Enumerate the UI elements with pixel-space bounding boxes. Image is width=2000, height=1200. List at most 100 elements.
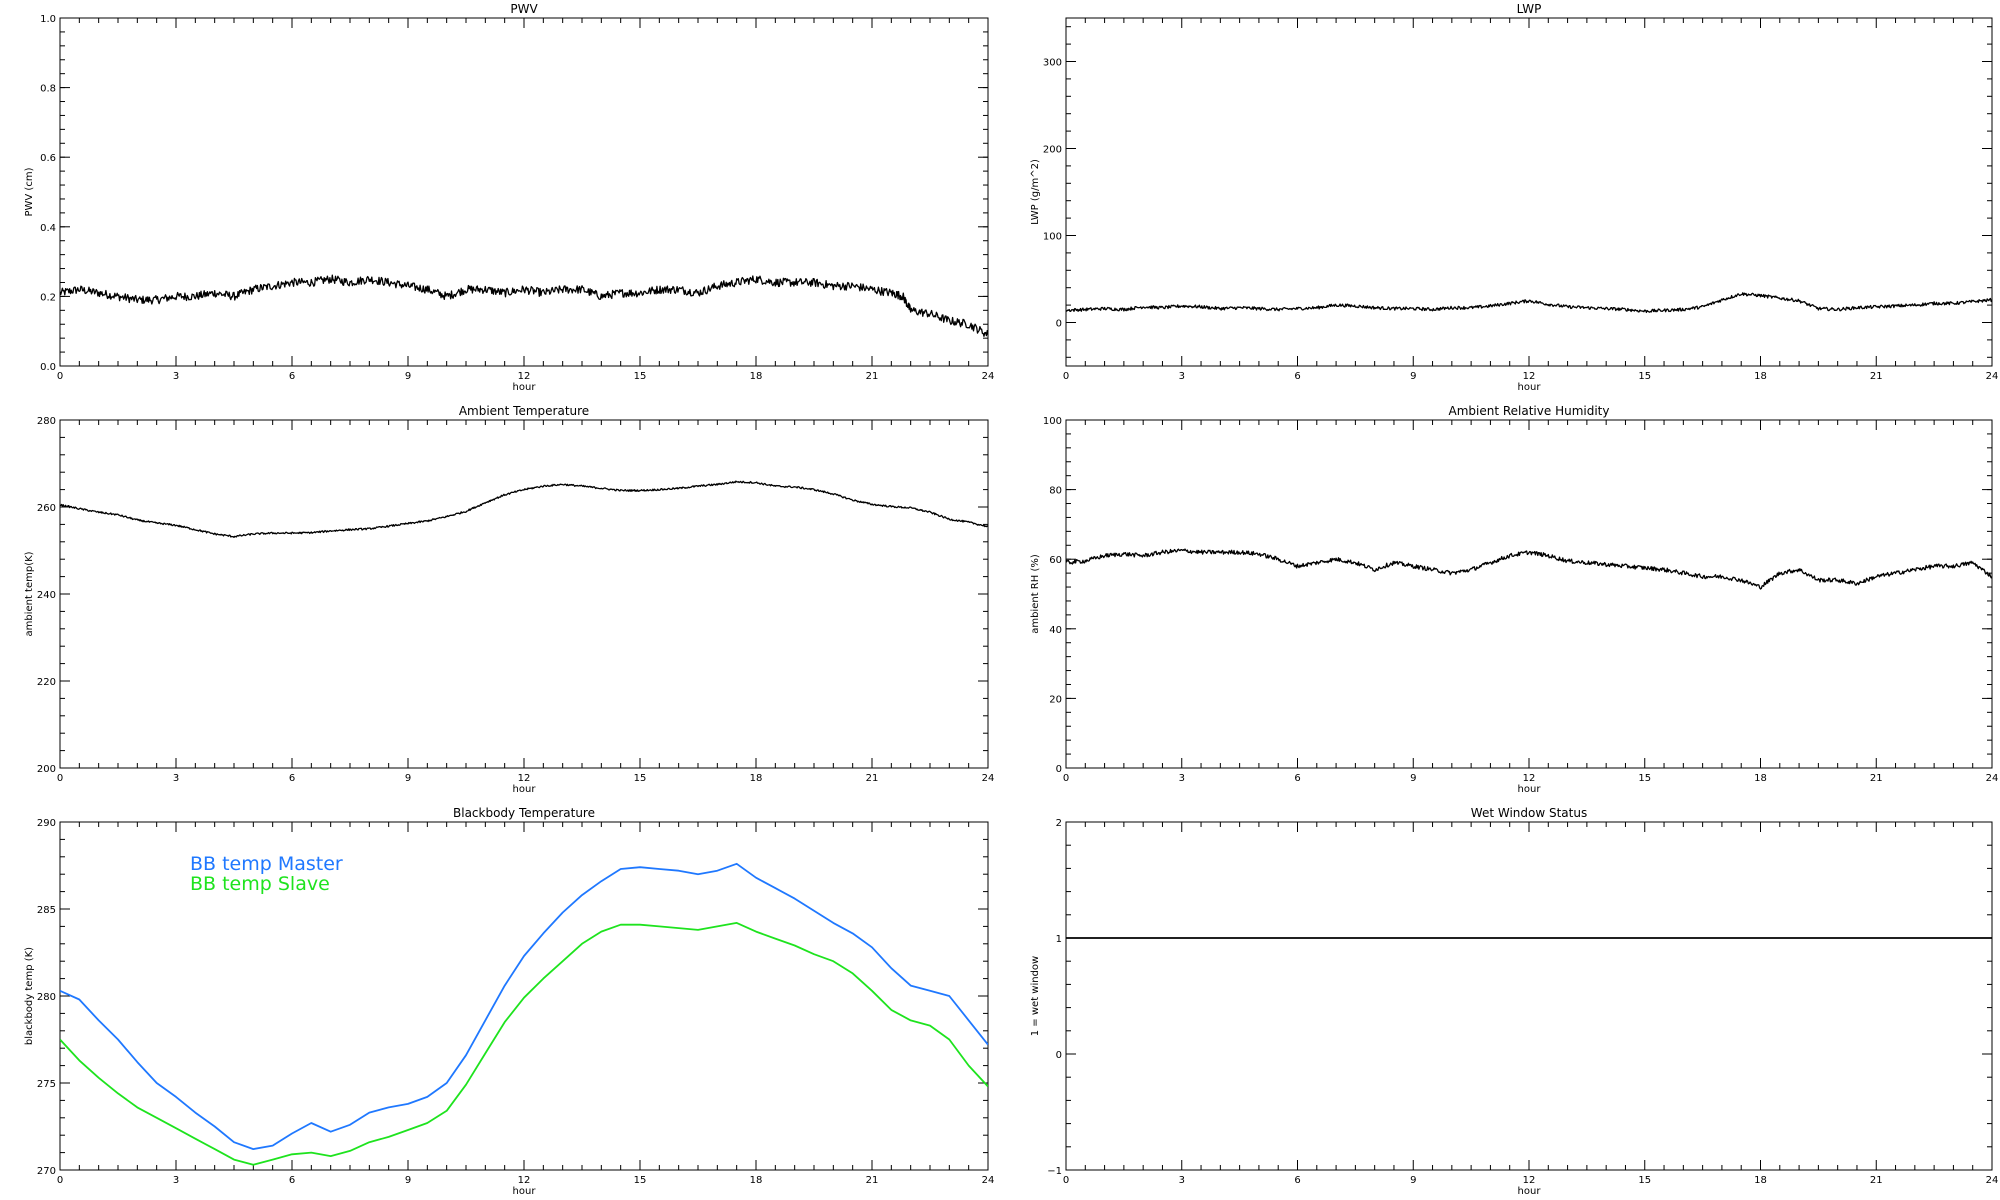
- x-tick-label: 21: [1870, 773, 1883, 784]
- x-tick-label: 9: [405, 773, 411, 784]
- y-axis-label: LWP (g/m^2): [1030, 159, 1041, 225]
- chart-title: Blackbody Temperature: [453, 806, 595, 820]
- x-tick-label: 6: [289, 1175, 295, 1186]
- x-tick-label: 6: [289, 773, 295, 784]
- chart-title: LWP: [1517, 2, 1542, 16]
- y-tick-label: 20: [1049, 694, 1062, 705]
- x-tick-label: 9: [1410, 773, 1416, 784]
- x-tick-label: 0: [57, 773, 63, 784]
- y-axis-label: 1 = wet window: [1030, 956, 1041, 1036]
- x-tick-label: 9: [405, 1175, 411, 1186]
- x-tick-label: 24: [1986, 1175, 1999, 1186]
- chart-title: PWV: [510, 2, 538, 16]
- x-tick-label: 18: [1754, 371, 1767, 382]
- series-line-bb-temp-master: [60, 862, 988, 1150]
- y-axis-label: blackbody temp (K): [24, 947, 35, 1045]
- x-tick-label: 3: [173, 1175, 179, 1186]
- y-tick-label: 0: [1056, 764, 1062, 775]
- x-tick-label: 24: [1986, 773, 1999, 784]
- x-tick-label: 3: [1179, 1175, 1185, 1186]
- series-line-bb-temp-slave: [60, 922, 988, 1166]
- y-tick-label: 0: [1056, 319, 1062, 330]
- y-axis-label: ambient temp(K): [24, 551, 35, 636]
- chart-panel-ambient-rh: Ambient Relative Humidity 0 3 6 9 12 15 18 21 24 0…: [1030, 404, 1998, 795]
- chart-panel-pwv: PWV 0 3 6 9 12 15 18 21 24 0.0 0.2 0.4 0.6 0.8 1.0 hour P…: [24, 2, 994, 393]
- y-axis-label: PWV (cm): [24, 167, 35, 216]
- plot-frame: [59, 419, 989, 769]
- x-tick-label: 0: [1063, 773, 1069, 784]
- x-tick-label: 18: [750, 773, 763, 784]
- chart-title: Ambient Temperature: [459, 404, 589, 418]
- y-tick-label: 100: [1043, 232, 1062, 243]
- x-tick-label: 12: [518, 773, 531, 784]
- y-tick-label: −1: [1047, 1166, 1062, 1177]
- y-tick-label: 0.2: [40, 292, 56, 303]
- y-tick-label: 0.4: [40, 223, 56, 234]
- x-tick-label: 15: [634, 773, 647, 784]
- x-tick-label: 0: [1063, 1175, 1069, 1186]
- plot-frame: [1065, 419, 1993, 769]
- chart-title: Wet Window Status: [1471, 806, 1587, 820]
- x-tick-label: 12: [1523, 371, 1536, 382]
- x-tick-label: 24: [982, 773, 995, 784]
- x-tick-label: 6: [289, 371, 295, 382]
- x-tick-label: 21: [1870, 1175, 1883, 1186]
- x-tick-label: 12: [518, 1175, 531, 1186]
- y-tick-label: 0: [1056, 1050, 1062, 1061]
- x-tick-label: 24: [1986, 371, 1999, 382]
- y-tick-label: 300: [1043, 58, 1062, 69]
- legend-entry: BB temp Master: [190, 853, 343, 875]
- x-tick-label: 3: [1179, 371, 1185, 382]
- y-tick-label: 260: [37, 503, 56, 514]
- series-line: [60, 480, 988, 538]
- x-tick-label: 9: [1410, 1175, 1416, 1186]
- y-tick-label: 80: [1049, 486, 1062, 497]
- x-tick-label: 0: [1063, 371, 1069, 382]
- x-tick-label: 6: [1294, 1175, 1300, 1186]
- x-tick-label: 15: [1638, 1175, 1651, 1186]
- x-tick-label: 6: [1294, 773, 1300, 784]
- y-tick-label: 0.6: [40, 153, 56, 164]
- series-line: [1066, 548, 1992, 590]
- x-tick-label: 6: [1294, 371, 1300, 382]
- x-tick-label: 21: [866, 1175, 879, 1186]
- x-tick-label: 9: [1410, 371, 1416, 382]
- y-tick-label: 240: [37, 590, 56, 601]
- x-tick-label: 18: [1754, 1175, 1767, 1186]
- legend-entry: BB temp Slave: [190, 873, 330, 895]
- series-line: [60, 274, 988, 337]
- x-tick-label: 21: [866, 773, 879, 784]
- y-tick-label: 1: [1056, 934, 1062, 945]
- x-tick-label: 24: [982, 371, 995, 382]
- x-tick-label: 21: [866, 371, 879, 382]
- x-axis-label: hour: [1518, 382, 1542, 393]
- x-tick-label: 15: [634, 371, 647, 382]
- x-axis-label: hour: [513, 1186, 537, 1197]
- x-tick-label: 3: [1179, 773, 1185, 784]
- x-axis-label: hour: [513, 382, 537, 393]
- x-tick-label: 24: [982, 1175, 995, 1186]
- x-tick-label: 18: [750, 371, 763, 382]
- y-tick-label: 100: [1043, 416, 1062, 427]
- plot-frame: [1065, 17, 1993, 367]
- x-tick-label: 12: [1523, 1175, 1536, 1186]
- x-tick-label: 15: [1638, 371, 1651, 382]
- x-tick-label: 9: [405, 371, 411, 382]
- y-tick-label: 280: [37, 992, 56, 1003]
- chart-panel-lwp: LWP 0 3 6 9 12 15 18 21 24 0 100 200 300 hour LWP (g/m^…: [1030, 2, 1998, 393]
- x-tick-label: 0: [57, 1175, 63, 1186]
- y-tick-label: 2: [1056, 818, 1062, 829]
- plot-frame: [59, 17, 989, 367]
- y-tick-label: 200: [1043, 145, 1062, 156]
- y-tick-label: 1.0: [40, 14, 56, 25]
- y-tick-label: 200: [37, 764, 56, 775]
- y-tick-label: 0.0: [40, 362, 56, 373]
- x-tick-label: 3: [173, 371, 179, 382]
- y-tick-label: 275: [37, 1079, 56, 1090]
- x-tick-label: 12: [1523, 773, 1536, 784]
- x-tick-label: 0: [57, 371, 63, 382]
- y-tick-label: 280: [37, 416, 56, 427]
- y-axis-label: ambient RH (%): [1030, 554, 1041, 634]
